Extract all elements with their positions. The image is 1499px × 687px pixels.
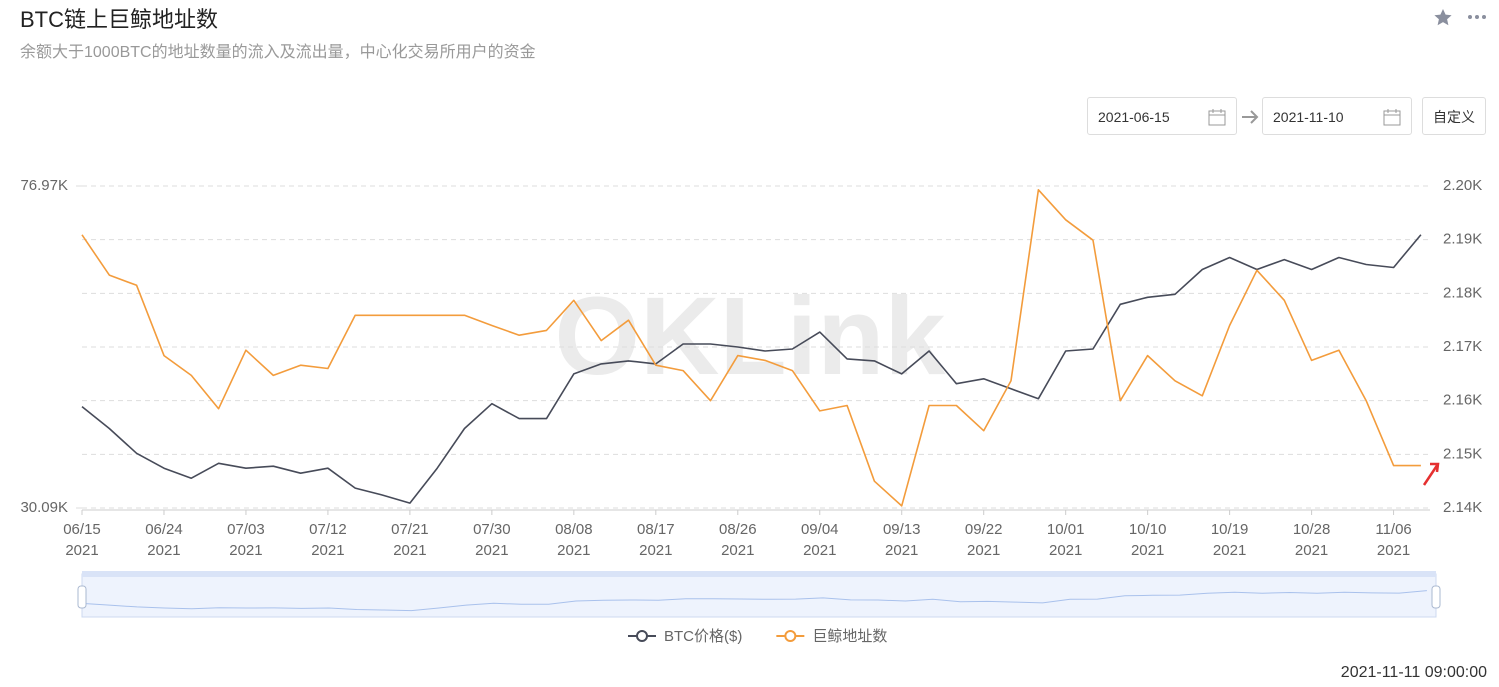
x-tick-label: 2021 [311,542,344,559]
x-tick-label: 2021 [1049,542,1082,559]
x-tick-label: 2021 [803,542,836,559]
annotation-arrow [1422,462,1440,486]
y2-tick-label: 2.14K [1443,499,1482,516]
x-tick-label: 2021 [147,542,180,559]
more-dot[interactable] [1475,15,1479,19]
y2-tick-label: 2.16K [1443,392,1482,409]
series-line [81,189,1421,507]
y-tick-label: 76.97K [20,177,68,194]
x-tick-label: 09/22 [965,521,1003,538]
x-tick-label: 2021 [1213,542,1246,559]
slider-track [81,573,1437,618]
x-tick-label: 10/19 [1211,521,1249,538]
x-tick-label: 07/12 [309,521,347,538]
x-tick-label: 06/15 [63,521,101,538]
x-tick-label: 2021 [1377,542,1410,559]
x-tick-label: 07/21 [391,521,429,538]
start-date-text: 2021-06-15 [1098,109,1170,125]
x-tick-label: 08/17 [637,521,675,538]
start-date[interactable]: 2021-06-15 [1087,97,1237,135]
x-tick-label: 2021 [639,542,672,559]
arrow-icon [1242,110,1259,124]
calendar-icon [1208,109,1226,126]
legend-marker [784,630,797,642]
y2-tick-label: 2.15K [1443,445,1482,462]
slider-handle[interactable] [1431,585,1441,609]
series-line [81,234,1422,504]
watermark: OKLink [554,275,946,398]
calendar-icon [1383,109,1401,126]
x-tick-label: 11/06 [1375,521,1411,538]
x-tick-label: 09/13 [883,521,921,538]
x-tick-label: 2021 [557,542,590,559]
legend-label[interactable]: BTC价格($) [664,628,742,645]
more-dot[interactable] [1468,15,1472,19]
x-tick-label: 09/04 [801,521,839,538]
star-icon[interactable] [1434,9,1452,26]
x-tick-label: 08/26 [719,521,757,538]
x-tick-label: 07/30 [473,521,511,538]
x-tick-label: 2021 [885,542,918,559]
end-date-text: 2021-11-10 [1273,109,1344,125]
end-date[interactable]: 2021-11-10 [1262,97,1412,135]
icons[interactable] [1432,6,1492,30]
x-tick-label: 08/08 [555,521,593,538]
x-tick-label: 2021 [393,542,426,559]
subtitle: 余额大于1000BTC的地址数量的流入及流出量，中心化交易所用户的资金 [20,44,536,61]
x-tick-label: 07/03 [227,521,265,538]
x-tick-label: 2021 [721,542,754,559]
x-tick-label: 10/10 [1129,521,1167,538]
legend-label[interactable]: 巨鲸地址数 [812,628,887,645]
more-dot[interactable] [1482,15,1486,19]
legend-marker [636,630,648,642]
slider-handle[interactable] [77,585,87,609]
x-tick-label: 2021 [475,542,508,559]
y2-tick-label: 2.17K [1443,338,1482,355]
x-tick-label: 2021 [967,542,1000,559]
y2-tick-label: 2.19K [1443,231,1482,248]
title: BTC链上巨鲸地址数 [20,7,219,32]
x-tick-label: 10/01 [1047,521,1085,538]
x-tick-label: 06/24 [145,521,183,538]
custom-button[interactable]: 自定义 [1422,97,1486,135]
x-tick-label: 2021 [1295,542,1328,559]
y2-tick-label: 2.18K [1443,284,1482,301]
slider-mini-line [81,590,1427,612]
chart: OKLink 2.20K 2.19K 2.18K 2.17K 2.16K 2.15K 2.1… [20,177,1482,645]
y-tick-label: 30.09K [20,499,68,516]
y2-tick-label: 2.20K [1443,177,1482,194]
timestamp: 2021-11-11 09:00:00 [1340,664,1487,681]
x-tick-label: 2021 [65,542,98,559]
x-tick-label: 2021 [229,542,262,559]
x-tick-label: 10/28 [1293,521,1331,538]
x-tick-label: 2021 [1131,542,1164,559]
slider-bar [82,571,1436,577]
